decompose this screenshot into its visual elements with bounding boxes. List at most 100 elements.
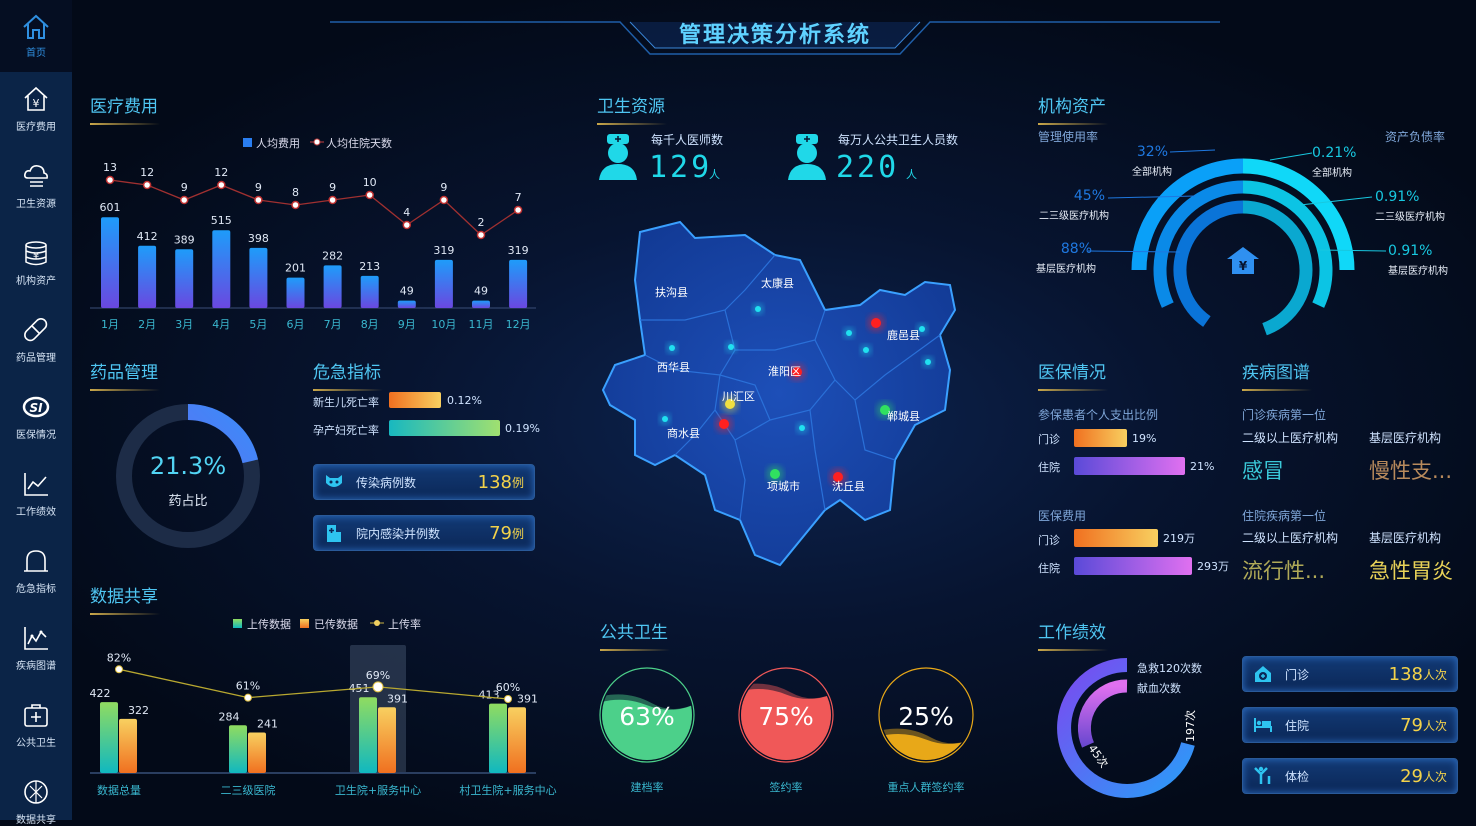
stat-label: 每万人公共卫生人员数 bbox=[838, 133, 959, 147]
line-chart-icon bbox=[24, 473, 48, 496]
bar bbox=[509, 259, 528, 308]
ratio-bar bbox=[1074, 429, 1127, 447]
x-tick-label: 5月 bbox=[249, 318, 267, 331]
map-marker[interactable] bbox=[792, 367, 802, 377]
bar bbox=[434, 259, 453, 308]
gauge-arc bbox=[1153, 180, 1244, 308]
performance-card[interactable]: 住院 79 人次 bbox=[1242, 707, 1458, 743]
nav-item-4[interactable]: 药品管理 bbox=[0, 315, 72, 364]
hospital-infection-card[interactable]: 院内感染并例数 79 例 bbox=[313, 515, 535, 551]
county-label[interactable]: 鹿邑县 bbox=[887, 328, 920, 342]
outpatient-disease: 感冒 bbox=[1242, 459, 1284, 483]
drug-ratio-label: 药占比 bbox=[168, 494, 208, 509]
map-marker[interactable] bbox=[871, 318, 881, 328]
ratio-bar bbox=[1074, 457, 1185, 475]
performance-card[interactable]: 门诊 138 人次 bbox=[1242, 656, 1458, 692]
debt-rate-value: 0.91% bbox=[1388, 243, 1433, 259]
map-marker[interactable] bbox=[880, 405, 890, 415]
map-marker[interactable] bbox=[863, 347, 869, 353]
nav-label: 危急指标 bbox=[16, 584, 56, 595]
line-point bbox=[254, 195, 263, 205]
county-label[interactable]: 淮阳区 bbox=[768, 365, 801, 378]
line-label: 69% bbox=[366, 669, 390, 682]
nav-item-6[interactable]: 工作绩效 bbox=[0, 469, 72, 518]
card-unit: 人次 bbox=[1422, 769, 1447, 784]
x-tick-label: 4月 bbox=[212, 318, 230, 331]
map-marker[interactable] bbox=[662, 416, 668, 422]
leader-line bbox=[1107, 195, 1196, 199]
bar bbox=[229, 725, 247, 773]
nav-item-1[interactable]: ¥ 医疗费用 bbox=[0, 84, 72, 133]
line-label: 12 bbox=[140, 166, 154, 179]
bar-label: 49 bbox=[474, 285, 488, 298]
map-marker[interactable] bbox=[919, 326, 925, 332]
bar-label: 241 bbox=[257, 718, 278, 731]
nav-home[interactable]: 首页 bbox=[0, 0, 72, 72]
liquid-gauge: 25% bbox=[878, 667, 974, 763]
cost-bar bbox=[1074, 529, 1158, 547]
map-marker[interactable] bbox=[799, 425, 805, 431]
cost-value: 293万 bbox=[1197, 560, 1229, 573]
map-marker[interactable] bbox=[846, 330, 852, 336]
rate-bar bbox=[389, 420, 500, 436]
map-marker[interactable] bbox=[770, 469, 780, 479]
checkup-icon bbox=[1254, 766, 1271, 784]
nav-item-10[interactable]: 数据共享 bbox=[0, 777, 72, 826]
bar bbox=[378, 707, 396, 773]
x-tick-label: 6月 bbox=[287, 318, 305, 331]
nav-item-9[interactable]: 公共卫生 bbox=[0, 700, 72, 749]
x-tick-label: 10月 bbox=[431, 318, 456, 331]
insurance-ratio-title: 参保患者个人支出比例 bbox=[1038, 408, 1159, 422]
bar bbox=[508, 707, 526, 773]
map-marker[interactable] bbox=[833, 472, 843, 482]
leader-line bbox=[1269, 152, 1313, 161]
hospital-icon bbox=[327, 525, 341, 542]
liquid-gauge: 75% bbox=[738, 667, 834, 763]
line-point bbox=[217, 180, 226, 190]
bar-label: 319 bbox=[508, 244, 529, 257]
section-insurance: 医保情况 bbox=[1038, 358, 1108, 391]
map-marker[interactable] bbox=[725, 399, 735, 409]
county-label[interactable]: 太康县 bbox=[761, 276, 794, 290]
map-marker[interactable] bbox=[728, 344, 734, 350]
nav-item-8[interactable]: 疾病图谱 bbox=[0, 623, 72, 672]
nav-item-2[interactable]: 卫生资源 bbox=[0, 161, 72, 210]
performance-card[interactable]: 体检 29 人次 bbox=[1242, 758, 1458, 794]
county-label[interactable]: 郸城县 bbox=[887, 410, 920, 423]
county-label[interactable]: 项城市 bbox=[767, 479, 800, 493]
county-label[interactable]: 扶沟县 bbox=[655, 285, 688, 299]
county-label[interactable]: 川汇区 bbox=[722, 390, 755, 403]
county-borders bbox=[640, 254, 941, 521]
debt-rate-value: 0.91% bbox=[1375, 189, 1420, 205]
bar-label: 201 bbox=[285, 262, 306, 275]
bar bbox=[100, 702, 118, 773]
data-share-chart: 上传数据 已传数据 上传率422322数据总量284241二三级医院451391卫生… bbox=[90, 617, 557, 797]
nav-item-5[interactable]: SI 医保情况 bbox=[0, 392, 72, 441]
map-marker[interactable] bbox=[925, 359, 931, 365]
map-marker[interactable] bbox=[719, 419, 729, 429]
line-point bbox=[365, 190, 374, 200]
house-yuan-icon: ¥ bbox=[1227, 247, 1259, 274]
county-label[interactable]: 沈丘县 bbox=[832, 479, 865, 493]
county-label[interactable]: 商水县 bbox=[667, 426, 700, 440]
bar-label: 412 bbox=[137, 230, 158, 243]
usage-rate-value: 32% bbox=[1136, 144, 1168, 160]
bar-label: 389 bbox=[174, 233, 195, 246]
legend-label: 人均住院天数 bbox=[326, 136, 392, 150]
clinic-icon bbox=[1255, 666, 1271, 682]
infection-cases-card[interactable]: 传染病例数 138 例 bbox=[313, 464, 535, 500]
county-label[interactable]: 西华县 bbox=[657, 360, 690, 374]
x-tick-label: 卫生院+服务中心 bbox=[335, 783, 421, 797]
map-marker[interactable] bbox=[755, 306, 761, 312]
bar-label: 319 bbox=[433, 244, 454, 257]
card-value: 79 bbox=[1400, 714, 1423, 736]
assets-gauge bbox=[1087, 149, 1387, 336]
bar-label: 284 bbox=[219, 710, 240, 723]
liquid-gauge: 63% bbox=[599, 667, 695, 763]
nav-item-7[interactable]: 危急指标 bbox=[0, 546, 72, 595]
map-marker[interactable] bbox=[669, 345, 675, 351]
col-label: 基层医疗机构 bbox=[1369, 431, 1442, 445]
nav-item-3[interactable]: ¥ 机构资产 bbox=[0, 238, 72, 287]
cost-label: 住院 bbox=[1038, 562, 1060, 575]
